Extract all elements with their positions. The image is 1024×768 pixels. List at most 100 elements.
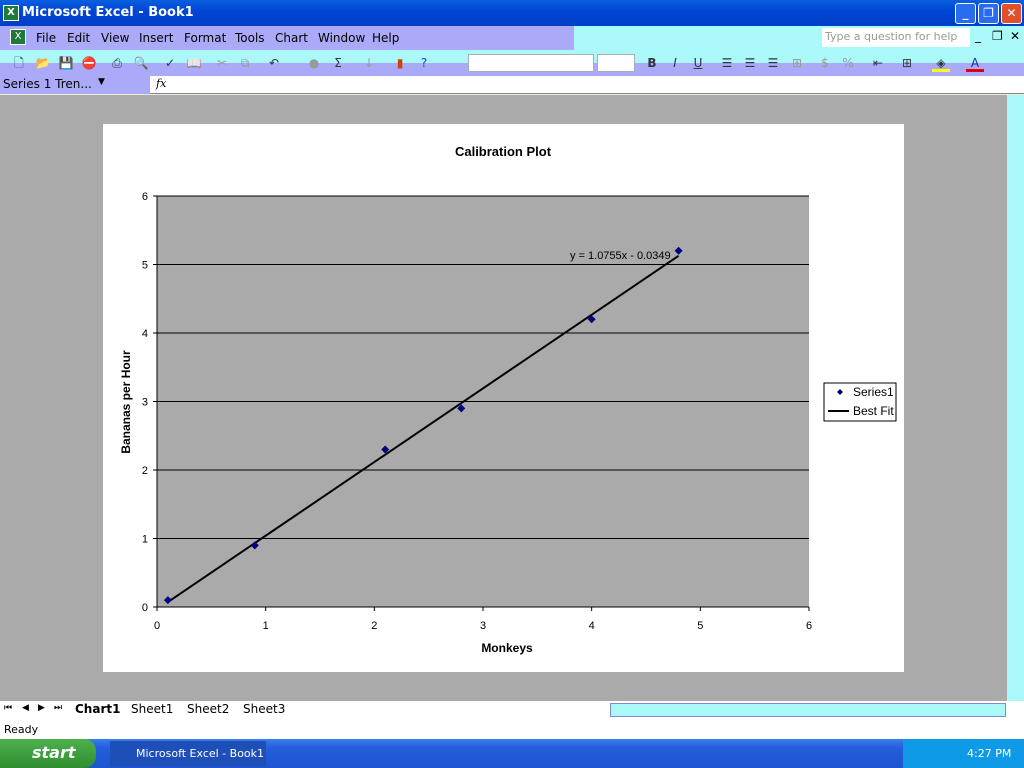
x-tick-label: 5: [697, 620, 703, 632]
excel-icon: X: [3, 5, 19, 21]
chart-svg: Calibration Plot 0 1 2 3 4 5 6 0 1 2 3 4 5 6 y = 1.07…: [119, 144, 897, 655]
y-axis-label: Bananas per Hour: [119, 350, 133, 454]
system-tray: 4:27 PM: [903, 739, 1024, 768]
x-tick-label: 2: [371, 620, 377, 632]
x-axis-label: Monkeys: [481, 641, 533, 655]
chart-area[interactable]: Calibration Plot 0 1 2 3 4 5 6 0 1 2 3 4 5 6 y = 1.07…: [103, 124, 904, 672]
title-bar: X Microsoft Excel - Book1 _ ❐ ✕: [0, 0, 1024, 26]
italic-icon[interactable]: I: [673, 56, 677, 70]
permission-icon[interactable]: ⛔: [81, 56, 97, 70]
name-box-value: Series 1 Tren...: [3, 77, 92, 91]
center-icon[interactable]: ☰: [744, 56, 756, 70]
taskbar-excel-button[interactable]: Microsoft Excel - Book1: [110, 741, 266, 766]
data-point[interactable]: [163, 596, 172, 605]
underline-icon[interactable]: U: [693, 56, 703, 70]
chevron-down-icon[interactable]: ▼: [98, 77, 105, 87]
chart-wizard-icon[interactable]: ▮: [396, 56, 404, 70]
open-icon[interactable]: 📂: [35, 56, 51, 70]
borders-icon[interactable]: ⊞: [901, 56, 913, 70]
menu-window[interactable]: Window: [318, 31, 366, 45]
clock[interactable]: 4:27 PM: [967, 747, 1012, 760]
start-button[interactable]: start: [0, 739, 96, 768]
x-tick-label: 6: [806, 620, 812, 632]
decrease-indent-icon[interactable]: ⇤: [872, 56, 884, 70]
menu-file[interactable]: File: [36, 31, 57, 45]
vertical-scrollbar[interactable]: [1007, 95, 1024, 701]
fill-color-icon[interactable]: ◈: [932, 54, 950, 72]
restore-button[interactable]: ❐: [978, 3, 999, 24]
cut-icon[interactable]: ✂: [216, 56, 228, 70]
tab-scroll-next-icon[interactable]: ▶: [38, 703, 45, 713]
data-point[interactable]: [457, 404, 466, 413]
menu-chart[interactable]: Chart: [275, 31, 308, 45]
currency-icon[interactable]: $: [821, 56, 829, 70]
font-size-select[interactable]: [597, 54, 635, 72]
menu-view[interactable]: View: [101, 31, 130, 45]
tab-scroll-first-icon[interactable]: ⏮: [4, 703, 13, 713]
menu-tools[interactable]: Tools: [235, 31, 265, 45]
window-title: Microsoft Excel - Book1: [22, 5, 194, 20]
tab-sheet2[interactable]: Sheet2: [187, 702, 230, 716]
close-button[interactable]: ✕: [1001, 3, 1022, 24]
y-tick-label: 3: [142, 397, 148, 409]
legend-best-fit: Best Fit: [853, 404, 894, 418]
percent-icon[interactable]: %: [842, 56, 854, 70]
undo-icon[interactable]: ↶: [268, 56, 280, 70]
fx-icon[interactable]: fx: [156, 77, 167, 90]
y-tick-label: 1: [142, 534, 148, 546]
formula-bar: Series 1 Tren... ▼ fx: [0, 76, 1024, 94]
data-point[interactable]: [587, 315, 596, 324]
menu-help[interactable]: Help: [372, 31, 400, 45]
workbook-icon[interactable]: X: [10, 29, 26, 45]
status-text: Ready: [4, 723, 39, 736]
task-label: Microsoft Excel - Book1: [136, 747, 265, 760]
tab-sheet3[interactable]: Sheet3: [243, 702, 286, 716]
legend[interactable]: Series1 Best Fit: [823, 382, 897, 422]
align-left-icon[interactable]: ☰: [721, 56, 733, 70]
print-icon[interactable]: ⎙: [112, 56, 122, 70]
horizontal-scrollbar[interactable]: [610, 703, 1006, 717]
y-tick-label: 5: [142, 260, 148, 272]
help-search-input[interactable]: Type a question for help: [822, 28, 970, 47]
hyperlink-icon[interactable]: ●: [308, 56, 320, 70]
data-point[interactable]: [674, 246, 683, 255]
save-icon[interactable]: 💾: [58, 56, 74, 70]
start-label: start: [32, 743, 76, 762]
research-icon[interactable]: 📖: [186, 56, 202, 70]
print-preview-icon[interactable]: 🔍: [133, 56, 149, 70]
doc-minimize-button[interactable]: _: [975, 29, 981, 43]
doc-close-button[interactable]: ✕: [1010, 29, 1021, 43]
font-color-icon[interactable]: A: [966, 54, 984, 72]
y-tick-label: 0: [142, 602, 148, 614]
help-icon[interactable]: ?: [420, 56, 428, 70]
menu-edit[interactable]: Edit: [67, 31, 91, 45]
chart-title: Calibration Plot: [455, 144, 552, 159]
data-point[interactable]: [381, 445, 390, 454]
new-icon[interactable]: 🗋: [14, 56, 24, 70]
merge-icon[interactable]: ⊞: [791, 56, 803, 70]
y-tick-label: 6: [142, 191, 148, 203]
minimize-button[interactable]: _: [955, 3, 976, 24]
sort-icon[interactable]: ↓: [363, 56, 375, 70]
formula-input[interactable]: [170, 76, 1024, 94]
font-name-select[interactable]: [468, 54, 594, 72]
menu-insert[interactable]: Insert: [139, 31, 174, 45]
tab-scroll-last-icon[interactable]: ⏭: [54, 703, 63, 713]
tab-chart1[interactable]: Chart1: [75, 702, 121, 716]
autosum-icon[interactable]: Σ: [334, 56, 342, 70]
bold-icon[interactable]: B: [647, 56, 657, 70]
copy-icon[interactable]: ⧉: [240, 56, 250, 70]
spelling-icon[interactable]: ✓: [164, 56, 176, 70]
x-tick-label: 0: [154, 620, 160, 632]
tab-scroll-prev-icon[interactable]: ◀: [22, 703, 29, 713]
data-point[interactable]: [250, 541, 259, 550]
status-bar: Ready: [0, 719, 1024, 739]
doc-restore-button[interactable]: ❐: [992, 29, 1003, 43]
taskbar: start Microsoft Excel - Book1 4:27 PM: [0, 739, 1024, 768]
trendline-equation[interactable]: y = 1.0755x - 0.0349: [570, 250, 671, 262]
name-box[interactable]: Series 1 Tren... ▼: [0, 76, 150, 94]
toolbar: 🗋 📂 💾 ⛔ ⎙ 🔍 ✓ 📖 ✂ ⧉ ↶ ● Σ ↓ ▮ ? B I U ☰ …: [0, 50, 1024, 76]
align-right-icon[interactable]: ☰: [767, 56, 779, 70]
menu-format[interactable]: Format: [184, 31, 227, 45]
tab-sheet1[interactable]: Sheet1: [131, 702, 174, 716]
